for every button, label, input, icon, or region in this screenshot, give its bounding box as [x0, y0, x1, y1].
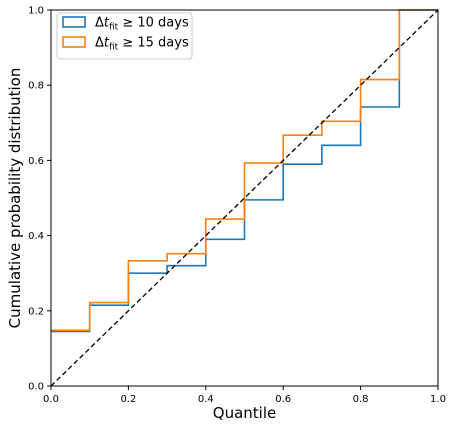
plot-area: [50, 9, 439, 387]
legend: Δtfit ≥ 10 days Δtfit ≥ 15 days: [56, 12, 193, 60]
x-tick-label: 1.0: [430, 394, 446, 405]
x-ticks: 0.0 0.2 0.4 0.6 0.8 1.0: [43, 386, 446, 405]
y-tick-label: 0.0: [28, 382, 44, 393]
y-tick-label: 1.0: [28, 6, 44, 17]
axes-frame: [50, 9, 439, 387]
x-axis-label: Quantile: [213, 404, 276, 422]
x-tick-label: 0.2: [120, 394, 136, 405]
legend-swatch-2: [62, 36, 86, 48]
legend-swatch-1: [62, 16, 86, 28]
y-tick-label: 0.6: [28, 156, 44, 167]
y-tick-label: 0.2: [28, 306, 44, 317]
x-tick-label: 0.4: [198, 394, 214, 405]
legend-label-1: Δtfit ≥ 10 days: [95, 16, 189, 33]
legend-label-2: Δtfit ≥ 15 days: [95, 36, 189, 53]
x-tick-label: 0.0: [43, 394, 59, 405]
series-line-2: [51, 9, 438, 332]
y-tick-label: 0.4: [28, 231, 44, 242]
reference-diagonal-line: [50, 9, 439, 387]
y-ticks: 0.0 0.2 0.4 0.6 0.8 1.0: [28, 6, 51, 393]
x-tick-label: 0.6: [275, 394, 291, 405]
legend-box: [56, 12, 193, 60]
x-tick-label: 0.8: [353, 394, 369, 405]
y-axis-label: Cumulative probability distribution: [6, 68, 24, 329]
y-tick-label: 0.8: [28, 81, 44, 92]
